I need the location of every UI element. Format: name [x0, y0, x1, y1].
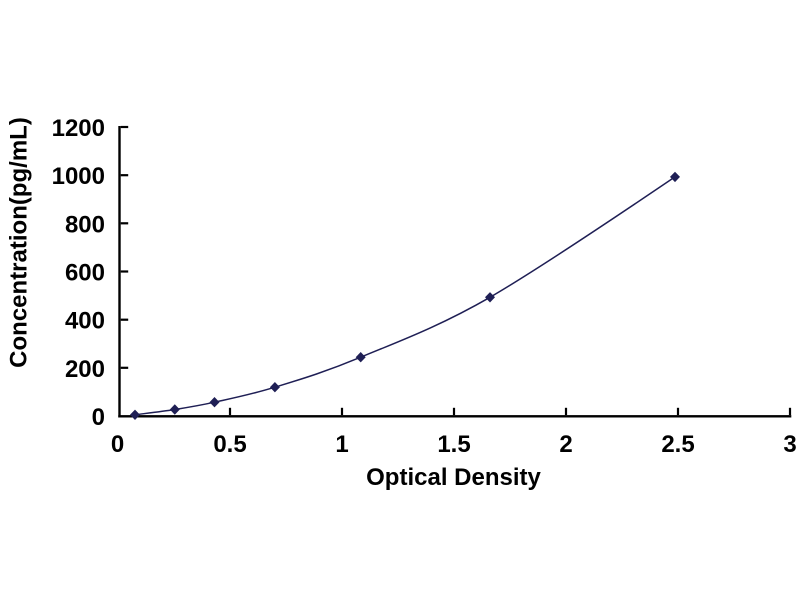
- svg-text:1200: 1200: [52, 115, 105, 142]
- svg-text:800: 800: [65, 211, 105, 238]
- svg-text:200: 200: [65, 356, 105, 383]
- svg-text:0: 0: [92, 404, 105, 431]
- svg-text:2: 2: [559, 431, 572, 458]
- svg-text:600: 600: [65, 260, 105, 287]
- svg-text:Concentration(pg/mL): Concentration(pg/mL): [6, 117, 33, 368]
- svg-text:1.5: 1.5: [437, 431, 470, 458]
- svg-text:1000: 1000: [52, 163, 105, 190]
- svg-text:0.5: 0.5: [213, 431, 246, 458]
- svg-text:400: 400: [65, 308, 105, 335]
- svg-text:2.5: 2.5: [661, 431, 694, 458]
- svg-text:Optical Density: Optical Density: [366, 464, 541, 491]
- svg-text:3: 3: [783, 431, 796, 458]
- svg-text:0: 0: [111, 431, 124, 458]
- svg-text:1: 1: [335, 431, 348, 458]
